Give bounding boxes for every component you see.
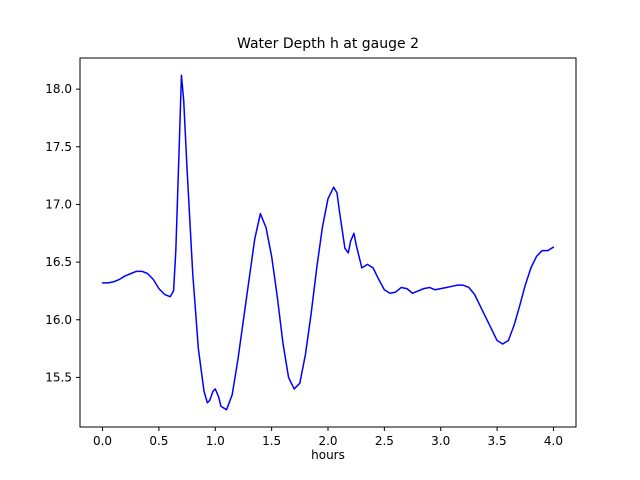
y-tick-label: 16.0 [45, 313, 72, 327]
y-tick-label: 15.5 [45, 370, 72, 384]
y-tick-label: 18.0 [45, 82, 72, 96]
x-tick-label: 2.5 [375, 434, 394, 448]
x-tick-label: 3.5 [488, 434, 507, 448]
x-tick-label: 3.0 [431, 434, 450, 448]
x-tick-label: 0.5 [149, 434, 168, 448]
axes-spines [79, 57, 577, 428]
data-line-series [101, 74, 555, 411]
x-tick-label: 4.0 [544, 434, 563, 448]
y-tick-label: 17.0 [45, 197, 72, 211]
chart-title: Water Depth h at gauge 2 [237, 36, 419, 52]
x-tick-label: 1.0 [206, 434, 225, 448]
x-tick-label: 2.0 [318, 434, 337, 448]
x-tick-label: 1.5 [262, 434, 281, 448]
x-tick-label: 0.0 [93, 434, 112, 448]
x-axis-label: hours [311, 448, 345, 462]
y-tick-label: 17.5 [45, 140, 72, 154]
y-tick-label: 16.5 [45, 255, 72, 269]
